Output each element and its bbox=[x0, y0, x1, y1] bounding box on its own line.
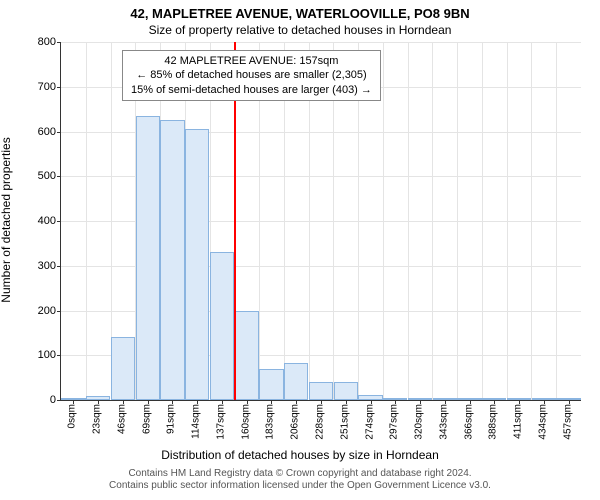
ytick-label: 100 bbox=[16, 349, 56, 361]
xtick-label: 114sqm bbox=[191, 404, 202, 439]
footer-line-1: Contains HM Land Registry data © Crown c… bbox=[0, 468, 600, 480]
gridline-v bbox=[408, 42, 409, 400]
ytick-mark bbox=[57, 87, 61, 88]
xtick-label: 434sqm bbox=[537, 404, 548, 440]
xtick-label: 274sqm bbox=[364, 404, 375, 440]
xtick-label: 46sqm bbox=[116, 404, 127, 434]
page-subtitle: Size of property relative to detached ho… bbox=[0, 21, 600, 37]
gridline-v bbox=[383, 42, 384, 400]
xtick-label: 320sqm bbox=[414, 404, 425, 440]
histogram-bar bbox=[259, 369, 283, 400]
xtick-label: 23sqm bbox=[92, 404, 103, 434]
annotation-line-2: ← 85% of detached houses are smaller (2,… bbox=[131, 68, 372, 82]
ytick-label: 500 bbox=[16, 170, 56, 182]
xtick-label: 206sqm bbox=[290, 404, 301, 440]
histogram-bar bbox=[136, 116, 160, 400]
x-axis-label: Distribution of detached houses by size … bbox=[0, 448, 600, 462]
annotation-line-3: 15% of semi-detached houses are larger (… bbox=[131, 83, 372, 97]
gridline-v bbox=[531, 42, 532, 400]
histogram-bar bbox=[111, 337, 135, 400]
xtick-label: 251sqm bbox=[339, 404, 350, 440]
xtick-label: 228sqm bbox=[315, 404, 326, 440]
footer-line-2: Contains public sector information licen… bbox=[0, 480, 600, 492]
ytick-mark bbox=[57, 176, 61, 177]
ytick-mark bbox=[57, 355, 61, 356]
gridline-v bbox=[457, 42, 458, 400]
gridline-v bbox=[507, 42, 508, 400]
histogram-bar bbox=[235, 311, 259, 401]
xtick-label: 343sqm bbox=[438, 404, 449, 440]
gridline-h bbox=[61, 42, 581, 43]
gridline-v bbox=[86, 42, 87, 400]
xtick-label: 388sqm bbox=[488, 404, 499, 440]
ytick-label: 0 bbox=[16, 394, 56, 406]
gridline-v bbox=[556, 42, 557, 400]
annotation-box: 42 MAPLETREE AVENUE: 157sqm ← 85% of det… bbox=[122, 50, 381, 101]
histogram-bar bbox=[334, 382, 358, 400]
histogram-bar bbox=[210, 252, 234, 400]
xtick-label: 183sqm bbox=[265, 404, 276, 440]
histogram-bar bbox=[160, 120, 184, 400]
page-title: 42, MAPLETREE AVENUE, WATERLOOVILLE, PO8… bbox=[0, 0, 600, 21]
annotation-line-1: 42 MAPLETREE AVENUE: 157sqm bbox=[131, 54, 372, 68]
ytick-mark bbox=[57, 42, 61, 43]
xtick-label: 411sqm bbox=[513, 404, 524, 439]
xtick-label: 0sqm bbox=[67, 404, 78, 428]
ytick-mark bbox=[57, 221, 61, 222]
ytick-label: 400 bbox=[16, 215, 56, 227]
xtick-label: 91sqm bbox=[166, 404, 177, 434]
histogram-bar bbox=[185, 129, 209, 400]
y-axis-label: Number of detached properties bbox=[0, 137, 13, 302]
ytick-label: 700 bbox=[16, 81, 56, 93]
ytick-label: 200 bbox=[16, 305, 56, 317]
gridline-v bbox=[482, 42, 483, 400]
ytick-label: 800 bbox=[16, 36, 56, 48]
ytick-mark bbox=[57, 132, 61, 133]
xtick-label: 69sqm bbox=[141, 404, 152, 434]
xtick-label: 160sqm bbox=[240, 404, 251, 440]
xtick-label: 137sqm bbox=[215, 404, 226, 440]
ytick-mark bbox=[57, 311, 61, 312]
ytick-mark bbox=[57, 266, 61, 267]
xtick-label: 366sqm bbox=[463, 404, 474, 440]
footer-text: Contains HM Land Registry data © Crown c… bbox=[0, 468, 600, 492]
xtick-label: 297sqm bbox=[389, 404, 400, 440]
gridline-v bbox=[432, 42, 433, 400]
histogram-bar bbox=[309, 382, 333, 400]
ytick-label: 600 bbox=[16, 126, 56, 138]
ytick-label: 300 bbox=[16, 260, 56, 272]
histogram-bar bbox=[284, 363, 308, 400]
ytick-mark bbox=[57, 400, 61, 401]
xtick-label: 457sqm bbox=[562, 404, 573, 440]
